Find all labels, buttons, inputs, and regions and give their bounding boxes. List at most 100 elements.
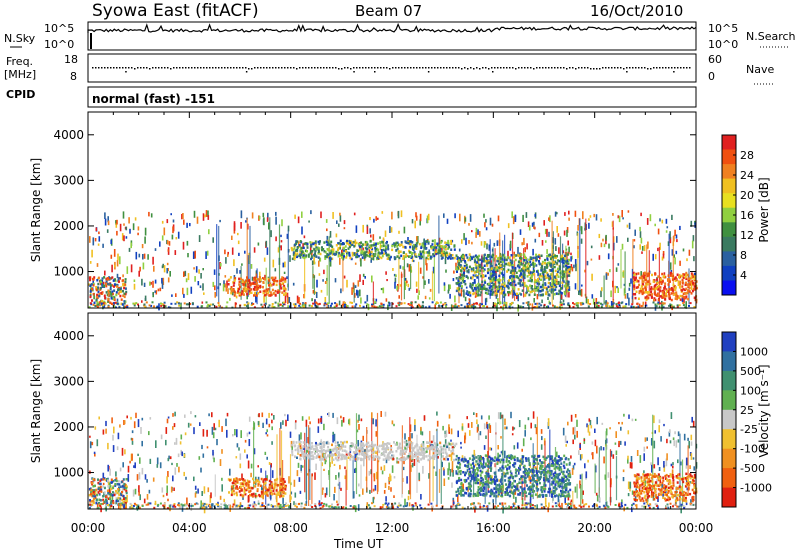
echo-cell xyxy=(337,251,340,258)
freq-point xyxy=(308,67,310,69)
echo-streak xyxy=(353,284,355,303)
echo-region-cell xyxy=(275,489,278,492)
echo-cell xyxy=(676,490,678,494)
echo-region-cell xyxy=(402,257,405,260)
echo-cell xyxy=(171,234,174,240)
echo-region-cell xyxy=(521,289,524,292)
echo-region-cell xyxy=(468,265,471,269)
echo-cell xyxy=(631,462,633,469)
echo-cell xyxy=(261,485,263,491)
echo-streak xyxy=(278,224,281,303)
near-range-cell xyxy=(282,301,285,304)
echo-region-cell xyxy=(115,497,118,500)
echo-region-cell xyxy=(329,255,332,259)
echo-cell xyxy=(169,456,172,460)
echo-region-cell xyxy=(262,285,264,289)
echo-region-cell xyxy=(114,483,117,486)
echo-cell xyxy=(341,249,343,255)
echo-cell xyxy=(375,431,378,437)
echo-region-cell xyxy=(109,501,112,504)
echo-region-cell xyxy=(668,297,671,300)
echo-region-cell xyxy=(125,485,128,488)
echo-region-cell xyxy=(532,259,535,262)
echo-cell xyxy=(443,283,446,292)
echo-cell xyxy=(556,278,558,285)
echo-region-cell xyxy=(500,266,503,269)
echo-region-cell xyxy=(466,290,469,293)
echo-cell xyxy=(135,412,137,419)
echo-region-cell xyxy=(476,261,479,264)
echo-region-cell xyxy=(328,243,331,246)
near-range-cell xyxy=(445,303,448,306)
echo-cell xyxy=(406,255,409,257)
freq-point xyxy=(656,67,658,69)
echo-cell xyxy=(677,280,680,286)
echo-region-cell xyxy=(357,242,360,246)
echo-region-cell xyxy=(555,273,558,276)
echo-cell xyxy=(393,273,396,277)
echo-region-cell xyxy=(440,245,443,248)
echo-cell xyxy=(586,260,589,266)
near-range-cell xyxy=(103,305,106,308)
echo-cell xyxy=(161,265,164,269)
echo-cell xyxy=(507,293,510,297)
near-range-cell xyxy=(215,305,218,308)
echo-region-cell xyxy=(469,285,472,288)
echo-region-cell xyxy=(456,270,458,273)
echo-region-cell xyxy=(524,255,526,259)
echo-region-cell xyxy=(535,258,538,261)
echo-region-cell xyxy=(377,248,380,252)
echo-region-cell xyxy=(313,242,316,245)
near-range-cell xyxy=(442,303,445,306)
echo-cell xyxy=(293,479,296,487)
echo-region-cell xyxy=(431,246,434,249)
echo-cell xyxy=(258,413,260,418)
echo-cell xyxy=(343,220,346,225)
echo-cell xyxy=(548,217,550,221)
freq-point xyxy=(638,67,640,69)
echo-region-cell xyxy=(404,255,407,259)
echo-cell xyxy=(102,482,105,485)
echo-region-cell xyxy=(110,493,112,496)
echo-region-cell xyxy=(526,285,529,288)
echo-cell xyxy=(459,213,461,222)
echo-region-cell xyxy=(661,272,664,276)
echo-streak xyxy=(304,432,306,493)
echo-cell xyxy=(122,274,124,278)
near-range-cell xyxy=(355,303,358,306)
echo-cell xyxy=(483,241,486,248)
echo-region-cell xyxy=(254,485,257,488)
echo-region-cell xyxy=(243,284,246,287)
near-range-cell xyxy=(163,301,166,304)
echo-region-cell xyxy=(238,280,241,284)
near-range-cell xyxy=(315,301,318,304)
near-range-cell xyxy=(94,305,97,307)
echo-region-cell xyxy=(489,262,492,265)
echo-region-cell xyxy=(501,285,504,289)
echo-cell xyxy=(409,424,412,432)
echo-streak xyxy=(687,445,689,496)
echo-cell xyxy=(391,465,394,473)
echo-region-cell xyxy=(540,269,543,272)
freq-label: Freq. xyxy=(6,55,33,68)
echo-region-cell xyxy=(277,289,280,292)
echo-cell xyxy=(286,233,289,239)
echo-region-cell xyxy=(516,264,519,268)
echo-region-cell xyxy=(463,271,465,274)
echo-cell xyxy=(314,299,316,307)
freq-point xyxy=(176,67,178,69)
near-range-cell xyxy=(582,302,585,305)
echo-cell xyxy=(686,487,689,491)
echo-region-cell xyxy=(520,253,523,256)
near-range-cell xyxy=(177,302,180,305)
echo-region-cell xyxy=(245,279,248,282)
echo-cell xyxy=(690,453,693,460)
echo-cell xyxy=(314,291,317,294)
echo-region-cell xyxy=(495,289,498,293)
echo-region-cell xyxy=(465,275,468,278)
echo-region-cell xyxy=(642,283,645,286)
colorbar-swatch xyxy=(722,164,736,180)
echo-region-cell xyxy=(364,243,367,246)
echo-cell xyxy=(392,268,394,271)
echo-region-cell xyxy=(429,257,432,260)
